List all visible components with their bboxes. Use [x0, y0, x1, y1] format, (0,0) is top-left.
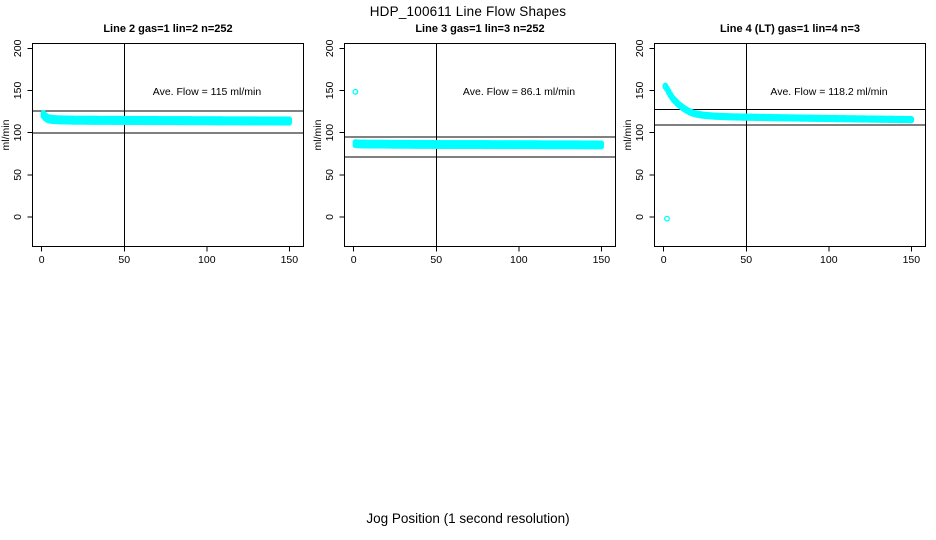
panel-line4: 0 50 100 150 200 0 50 100 150 ml/min Line 4 (LT) …: [622, 0, 934, 280]
x-tick-label: 150: [281, 254, 299, 266]
ave-flow-annotation-line2: Ave. Flow = 115 ml/min: [152, 86, 262, 98]
x-tick-label: 0: [351, 254, 357, 266]
y-tick-label: 50: [324, 169, 336, 181]
outlier-data-point: [352, 88, 359, 95]
y-tick-label: 150: [634, 82, 646, 100]
y-tick-label: 0: [634, 214, 646, 220]
x-tick-label: 100: [198, 254, 216, 266]
axis-labels: 0 50 100 150 200 0 50 100 150 ml/min: [622, 39, 920, 266]
x-tick-label: 0: [661, 254, 667, 266]
y-tick-label: 150: [324, 82, 336, 100]
y-tick-label: 100: [12, 124, 24, 142]
y-tick-label: 150: [12, 82, 24, 100]
plot-box: [32, 42, 304, 248]
line3-flow-plot: 0 50 100 150 200 0 50 100 150 ml/min: [312, 39, 616, 266]
flow-data-point: [286, 116, 292, 122]
outlier-data-point: [664, 215, 670, 222]
plot-box: [344, 42, 616, 248]
panel-title-line2: Line 2 gas=1 lin=2 n=252: [103, 23, 233, 35]
plot-box: [654, 42, 926, 248]
x-tick-label: 100: [820, 254, 838, 266]
y-tick-label: 0: [12, 214, 24, 220]
x-tick-label: 150: [903, 254, 921, 266]
y-tick-label: 100: [324, 124, 336, 142]
flow-data-point: [598, 140, 604, 146]
x-tick-label: 50: [118, 254, 130, 266]
x-tick-label: 50: [740, 254, 752, 266]
flow-data-point: [908, 115, 914, 122]
data-points: [662, 82, 914, 222]
axes: [649, 42, 926, 252]
line4-flow-plot: 0 50 100 150 200 0 50 100 150 ml/min: [622, 39, 926, 266]
panel-line2: 0 50 100 150 200 0 50 100 150 ml/min Line 2 gas=1…: [0, 0, 312, 280]
panel-title-line3: Line 3 gas=1 lin=3 n=252: [415, 23, 545, 35]
y-tick-label: 50: [634, 169, 646, 181]
y-tick-label: 0: [324, 214, 336, 220]
y-axis-label: ml/min: [312, 119, 324, 150]
panel-title-line4: Line 4 (LT) gas=1 lin=4 n=3: [719, 23, 861, 35]
ave-flow-annotation-line4: Ave. Flow = 118.2 ml/min: [770, 86, 888, 98]
y-tick-label: 200: [634, 39, 646, 57]
line2-flow-plot: 0 50 100 150 200 0 50 100 150 ml/min: [0, 39, 304, 266]
figure-title: HDP_100611 Line Flow Shapes: [369, 4, 567, 19]
data-points: [352, 88, 604, 150]
x-tick-label: 100: [510, 254, 528, 266]
data-points: [40, 109, 292, 126]
y-axis-label: ml/min: [622, 119, 634, 150]
axes: [339, 42, 616, 252]
x-tick-label: 150: [593, 254, 611, 266]
y-tick-label: 200: [324, 39, 336, 57]
y-tick-label: 50: [12, 169, 24, 181]
axes: [27, 42, 304, 252]
x-tick-label: 50: [430, 254, 442, 266]
axis-labels: 0 50 100 150 200 0 50 100 150 ml/min: [0, 39, 298, 266]
y-tick-label: 200: [12, 39, 24, 57]
shared-x-axis-label: Jog Position (1 second resolution): [366, 511, 570, 526]
ave-flow-annotation-line3: Ave. Flow = 86.1 ml/min: [462, 86, 576, 98]
panel-line3: 0 50 100 150 200 0 50 100 150 ml/min Line 3 gas=1…: [312, 0, 624, 280]
y-tick-label: 100: [634, 124, 646, 142]
y-axis-label: ml/min: [0, 119, 12, 150]
x-tick-label: 0: [39, 254, 45, 266]
axis-labels: 0 50 100 150 200 0 50 100 150 ml/min: [312, 39, 610, 266]
